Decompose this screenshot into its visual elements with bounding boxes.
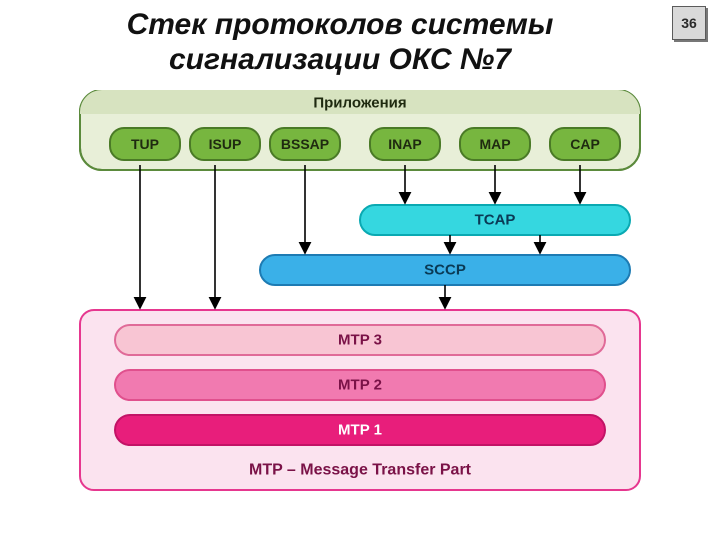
mtp-caption: MTP – Message Transfer Part xyxy=(249,462,472,479)
tcap-label: TCAP xyxy=(475,212,516,229)
applications-title: Приложения xyxy=(313,95,406,112)
app-pill-label-map: MAP xyxy=(479,136,510,152)
mtp3-label: MTP 3 xyxy=(338,332,382,349)
page-number: 36 xyxy=(681,16,697,30)
sccp-label: SCCP xyxy=(424,262,466,279)
applications-container: Приложения TUP ISUP BSSAP INAP MAP CAP xyxy=(80,90,640,170)
mtp1-label: MTP 1 xyxy=(338,422,382,439)
page-number-badge: 36 xyxy=(672,6,706,40)
app-pill-label-tup: TUP xyxy=(131,136,159,152)
app-pill-label-cap: CAP xyxy=(570,136,600,152)
protocol-stack-diagram: Приложения TUP ISUP BSSAP INAP MAP CAP TCAP S… xyxy=(60,90,660,530)
slide-title: Стек протоколов системы сигнализации ОКС… xyxy=(20,8,660,77)
app-pill-label-bssap: BSSAP xyxy=(281,136,329,152)
app-pill-label-inap: INAP xyxy=(388,136,421,152)
mtp2-label: MTP 2 xyxy=(338,377,382,394)
app-pill-label-isup: ISUP xyxy=(209,136,242,152)
